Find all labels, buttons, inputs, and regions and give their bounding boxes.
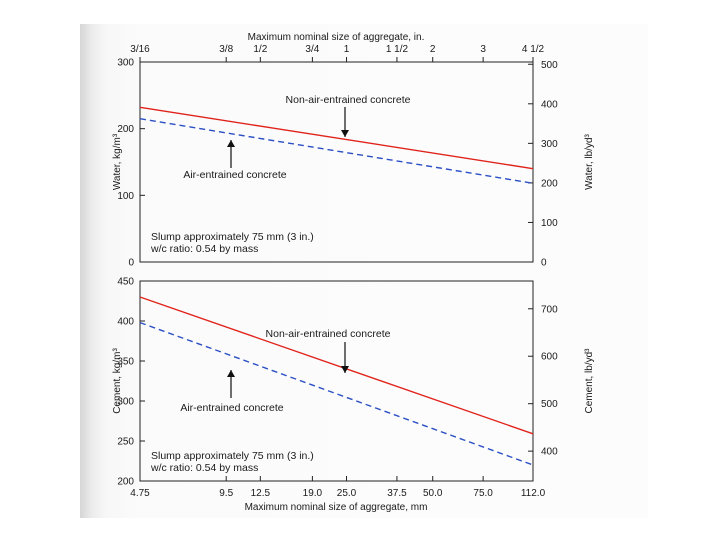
water-right-tick-label: 100 — [541, 218, 558, 229]
cement-left-tick-label: 200 — [117, 477, 134, 488]
water-right-tick-label: 300 — [541, 139, 558, 150]
cement-plot-frame — [139, 280, 534, 482]
bottom-axis-tick-label: 9.5 — [219, 488, 233, 499]
cement-left-tick-label: 400 — [117, 317, 134, 328]
top-axis-tick-label: 3 — [480, 44, 486, 55]
top-axis-tick-label: 4 1/2 — [522, 44, 545, 55]
bottom-axis-tick-label: 75.0 — [473, 488, 493, 499]
cement-arrow-head — [341, 366, 349, 373]
top-axis-label: Maximum nominal size of aggregate, in. — [248, 32, 425, 43]
cement-left-tick-label: 300 — [117, 397, 134, 408]
cement-left-axis-label: Cement, kg/m³ — [112, 348, 123, 414]
cement-series-line-air-entrained — [139, 321, 534, 466]
water-series-line-air-entrained — [139, 117, 534, 185]
water-right-tick-label: 500 — [541, 60, 558, 71]
top-axis-tick-label: 2 — [430, 44, 436, 55]
bottom-axis-tick-label: 112.0 — [521, 488, 546, 499]
cement-right-tick-label: 500 — [541, 399, 558, 410]
bottom-axis-tick-label: 37.5 — [387, 488, 407, 499]
water-right-tick-label: 0 — [541, 258, 547, 269]
water-right-tick-label: 200 — [541, 178, 558, 189]
cement-left-tick-label: 350 — [117, 357, 134, 368]
cement-right-tick-label: 600 — [541, 352, 558, 363]
cement-annotation-air-entrained: Air-entrained concrete — [180, 402, 283, 414]
bottom-axis-tick-label: 25.0 — [337, 488, 357, 499]
top-axis-tick-label: 3/8 — [219, 44, 233, 55]
cement-annotation-non-air-entrained: Non-air-entrained concrete — [266, 328, 391, 340]
bottom-axis-tick-label: 50.0 — [423, 488, 443, 499]
water-right-tick-label: 400 — [541, 99, 558, 110]
water-arrow-head — [341, 130, 349, 137]
cement-arrow-head — [227, 370, 235, 377]
top-axis-tick-label: 3/16 — [130, 44, 150, 55]
top-axis-tick-label: 1/2 — [253, 44, 267, 55]
water-plot-frame — [139, 61, 534, 263]
cement-right-tick-label: 700 — [541, 304, 558, 315]
top-axis-tick-label: 3/4 — [305, 44, 319, 55]
bottom-axis-tick-label: 12.5 — [251, 488, 271, 499]
water-left-tick-label: 0 — [128, 258, 134, 269]
water-arrow-head — [227, 140, 235, 147]
water-left-tick-label: 100 — [117, 191, 134, 202]
cement-left-tick-label: 450 — [117, 277, 134, 288]
top-axis-tick-label: 1 — [344, 44, 350, 55]
cement-note-line: Slump approximately 75 mm (3 in.) — [151, 450, 314, 462]
cement-right-axis-label: Cement, lb/yd³ — [584, 348, 595, 414]
bottom-axis-label: Maximum nominal size of aggregate, mm — [245, 502, 428, 513]
water-right-axis-label: Water, lb/yd³ — [584, 133, 595, 189]
cement-left-tick-label: 250 — [117, 437, 134, 448]
bottom-axis-tick-label: 4.75 — [130, 488, 150, 499]
cement-series-line-non-air-entrained — [139, 296, 534, 435]
top-axis-tick-label: 1 1/2 — [386, 44, 409, 55]
cement-right-tick-label: 400 — [541, 447, 558, 458]
water-left-axis-label: Water, kg/m³ — [112, 133, 123, 190]
water-left-tick-label: 300 — [117, 58, 134, 69]
scanned-figure-page — [80, 24, 648, 518]
water-annotation-air-entrained: Air-entrained concrete — [183, 169, 286, 181]
water-series-line-non-air-entrained — [139, 106, 534, 170]
cement-note-line: w/c ratio: 0.54 by mass — [150, 462, 258, 474]
water-left-tick-label: 200 — [117, 124, 134, 135]
water-note-line: Slump approximately 75 mm (3 in.) — [151, 231, 314, 243]
water-note-line: w/c ratio: 0.54 by mass — [150, 243, 258, 255]
bottom-axis-tick-label: 19.0 — [303, 488, 323, 499]
water-annotation-non-air-entrained: Non-air-entrained concrete — [286, 94, 411, 106]
